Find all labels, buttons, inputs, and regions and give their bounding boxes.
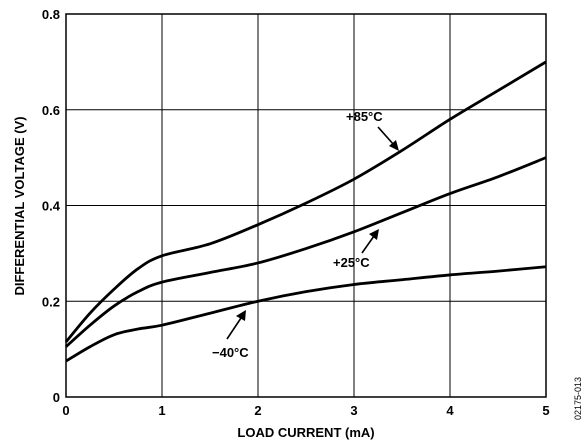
y-tick-label: 0.6	[42, 103, 60, 118]
annotation-minus40c-arrowhead	[236, 310, 246, 321]
series-line-minus40c	[65, 265, 547, 363]
x-tick-label: 4	[446, 403, 454, 418]
grid	[66, 14, 546, 397]
series-line-25c	[65, 156, 547, 348]
y-tick-label: 0.2	[42, 294, 60, 309]
y-tick-label: 0.4	[42, 199, 61, 214]
x-tick-label: 1	[158, 403, 165, 418]
annotations: +85°C +25°C −40°C	[212, 109, 399, 360]
annotation-85c-arrowhead	[389, 140, 399, 151]
y-tick-label: 0.8	[42, 7, 60, 22]
tick-labels: 0 1 2 3 4 5 0 0.2 0.4 0.6 0.8	[42, 7, 550, 418]
annotation-25c-label: +25°C	[333, 255, 370, 270]
y-axis-title: DIFFERENTIAL VOLTAGE (V)	[12, 116, 27, 295]
x-tick-label: 5	[542, 403, 549, 418]
series-layer	[64, 60, 547, 363]
figure-id: 02175-013	[573, 377, 583, 420]
y-tick-label: 0	[53, 390, 60, 405]
series-line-85c	[64, 60, 547, 343]
x-tick-label: 3	[350, 403, 357, 418]
x-tick-label: 0	[62, 403, 69, 418]
annotation-85c-label: +85°C	[346, 109, 383, 124]
x-axis-title: LOAD CURRENT (mA)	[237, 425, 374, 440]
annotation-25c-arrowhead	[369, 229, 379, 240]
x-tick-label: 2	[254, 403, 261, 418]
annotation-minus40c-label: −40°C	[212, 345, 249, 360]
annotation-minus40c-arrow-line	[226, 317, 242, 340]
annotation-85c-arrow-line	[377, 126, 395, 146]
plot-frame	[65, 13, 547, 398]
annotation-25c-arrow-line	[361, 235, 375, 254]
